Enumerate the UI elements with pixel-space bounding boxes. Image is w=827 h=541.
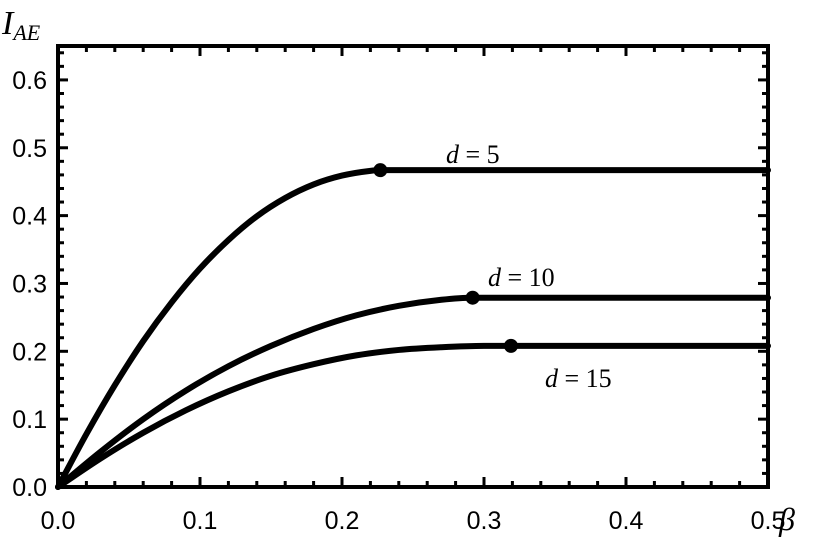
x-tick-label: 0.5 (751, 507, 786, 535)
y-axis-title: IAE (1, 5, 41, 45)
annotation-d5-value: 5 (487, 140, 500, 169)
series-line-d15 (55, 342, 771, 490)
series-line-d10 (55, 294, 771, 490)
series-line-d5 (55, 167, 771, 490)
x-tick-label: 0.1 (183, 507, 218, 535)
series-marker-d5 (373, 163, 388, 178)
plot-frame (56, 44, 770, 489)
y-axis-title-subscript: AE (11, 20, 40, 45)
annotation-d5-var: d (446, 140, 460, 169)
y-tick-label: 0.4 (12, 203, 47, 231)
markers-layer (373, 163, 518, 353)
x-tick-label: 0.0 (41, 507, 76, 535)
annotation-d10-eq: = (501, 263, 529, 292)
y-axis-title-base: I (1, 5, 15, 42)
tick-labels-layer: 0.0 0.1 0.2 0.3 0.4 0.5 0.0 0.1 0.2 0.3 0.4 0.5 0.6 (12, 67, 785, 535)
y-tick-label: 0.1 (12, 406, 47, 434)
x-tick-label: 0.3 (467, 507, 502, 535)
y-tick-label: 0.0 (12, 474, 47, 502)
x-tick-label: 0.4 (609, 507, 644, 535)
annotation-d15-eq: = (558, 364, 586, 393)
y-tick-label: 0.5 (12, 135, 47, 163)
y-tick-label: 0.6 (12, 67, 47, 95)
annotation-d15: d = 15 (545, 364, 612, 393)
annotation-d15-value: 15 (586, 364, 612, 393)
x-tick-label: 0.2 (325, 507, 360, 535)
annotation-d10-var: d (488, 263, 502, 292)
series-marker-d15 (503, 338, 518, 353)
annotation-d15-var: d (545, 364, 559, 393)
y-tick-label: 0.3 (12, 270, 47, 298)
series-marker-d10 (465, 290, 480, 305)
annotation-d10: d = 10 (488, 263, 555, 292)
curves-layer (55, 167, 771, 490)
y-tick-label: 0.2 (12, 338, 47, 366)
annotation-d5: d = 5 (446, 140, 500, 169)
x-axis-title: β (778, 501, 795, 537)
annotation-d10-value: 10 (529, 263, 555, 292)
annotation-d5-eq: = (459, 140, 487, 169)
